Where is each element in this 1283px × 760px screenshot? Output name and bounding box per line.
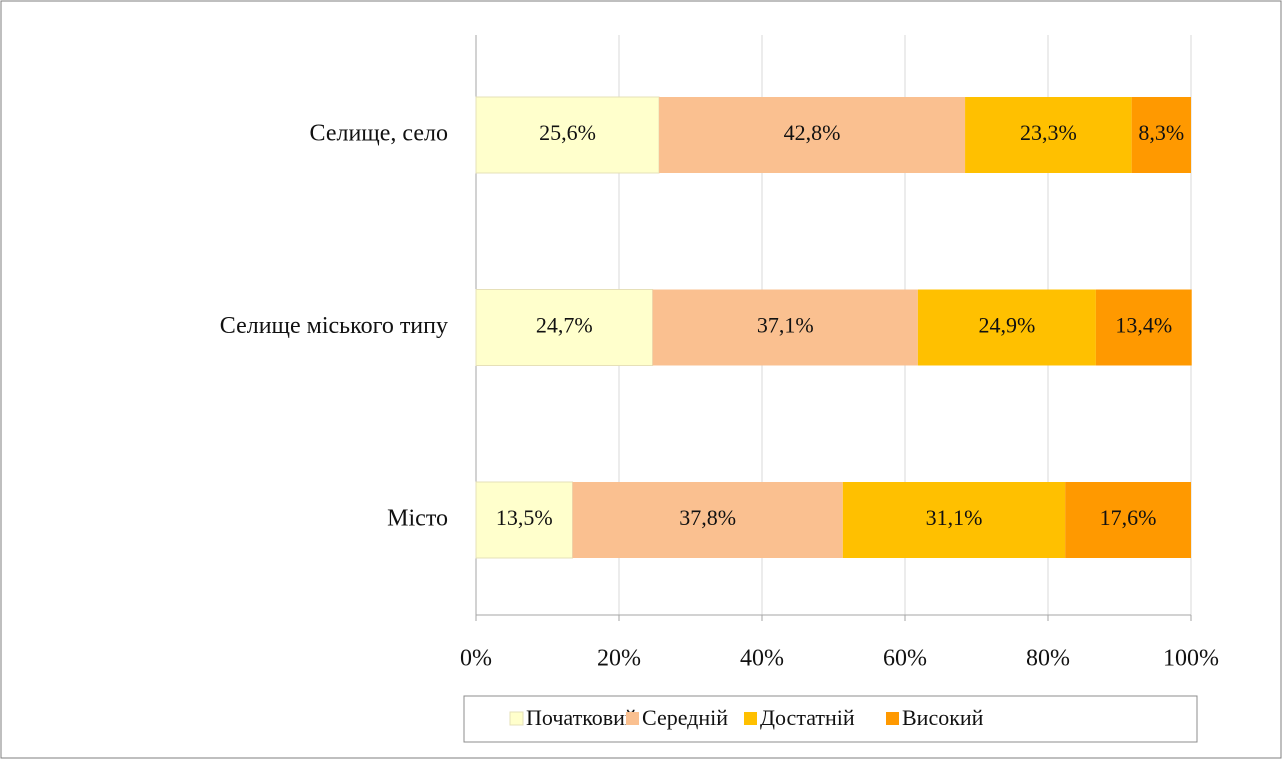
x-tick-label: 100% xyxy=(1163,646,1219,672)
data-label: 24,9% xyxy=(978,313,1035,338)
bar-segment xyxy=(1131,97,1191,173)
bar-segment xyxy=(1065,482,1191,558)
legend-swatch xyxy=(744,712,757,725)
legend-label: Достатній xyxy=(760,705,855,730)
legend-swatch xyxy=(509,711,524,726)
data-label: 24,7% xyxy=(536,313,593,338)
bar-segment xyxy=(965,97,1132,173)
data-label: 23,3% xyxy=(1020,120,1077,145)
x-tick-label: 20% xyxy=(597,646,641,672)
legend-swatch xyxy=(886,712,899,725)
data-label: 8,3% xyxy=(1138,120,1184,145)
legend-swatch xyxy=(626,712,639,725)
bar-segment xyxy=(652,289,918,366)
data-label: 25,6% xyxy=(539,120,596,145)
data-label: 37,8% xyxy=(679,505,736,530)
data-label: 13,5% xyxy=(496,505,553,530)
data-label: 37,1% xyxy=(757,313,814,338)
data-label: 17,6% xyxy=(1100,505,1157,530)
y-tick-label: Селище, село xyxy=(310,121,448,147)
x-tick-label: 60% xyxy=(883,646,927,672)
bar-segment xyxy=(1095,289,1192,366)
bar-segment xyxy=(659,97,966,173)
bar-segment xyxy=(842,482,1066,558)
legend-label: Середній xyxy=(642,705,728,730)
y-tick-label: Селище міського типу xyxy=(220,313,448,339)
bar-segment xyxy=(475,481,574,559)
x-tick-label: 80% xyxy=(1026,646,1070,672)
bar-segment xyxy=(475,289,654,366)
bar-segment xyxy=(475,96,660,174)
x-tick-label: 40% xyxy=(740,646,784,672)
legend-label: Високий xyxy=(902,705,984,730)
legend-label: Початковий xyxy=(526,705,637,730)
legend-box xyxy=(463,695,1198,743)
x-tick-label: 0% xyxy=(460,646,492,672)
y-tick-label: Місто xyxy=(387,506,448,532)
bar-segment xyxy=(917,289,1096,366)
data-label: 42,8% xyxy=(784,120,841,145)
bar-segment xyxy=(572,482,843,558)
data-label: 31,1% xyxy=(926,505,983,530)
data-label: 13,4% xyxy=(1115,313,1172,338)
